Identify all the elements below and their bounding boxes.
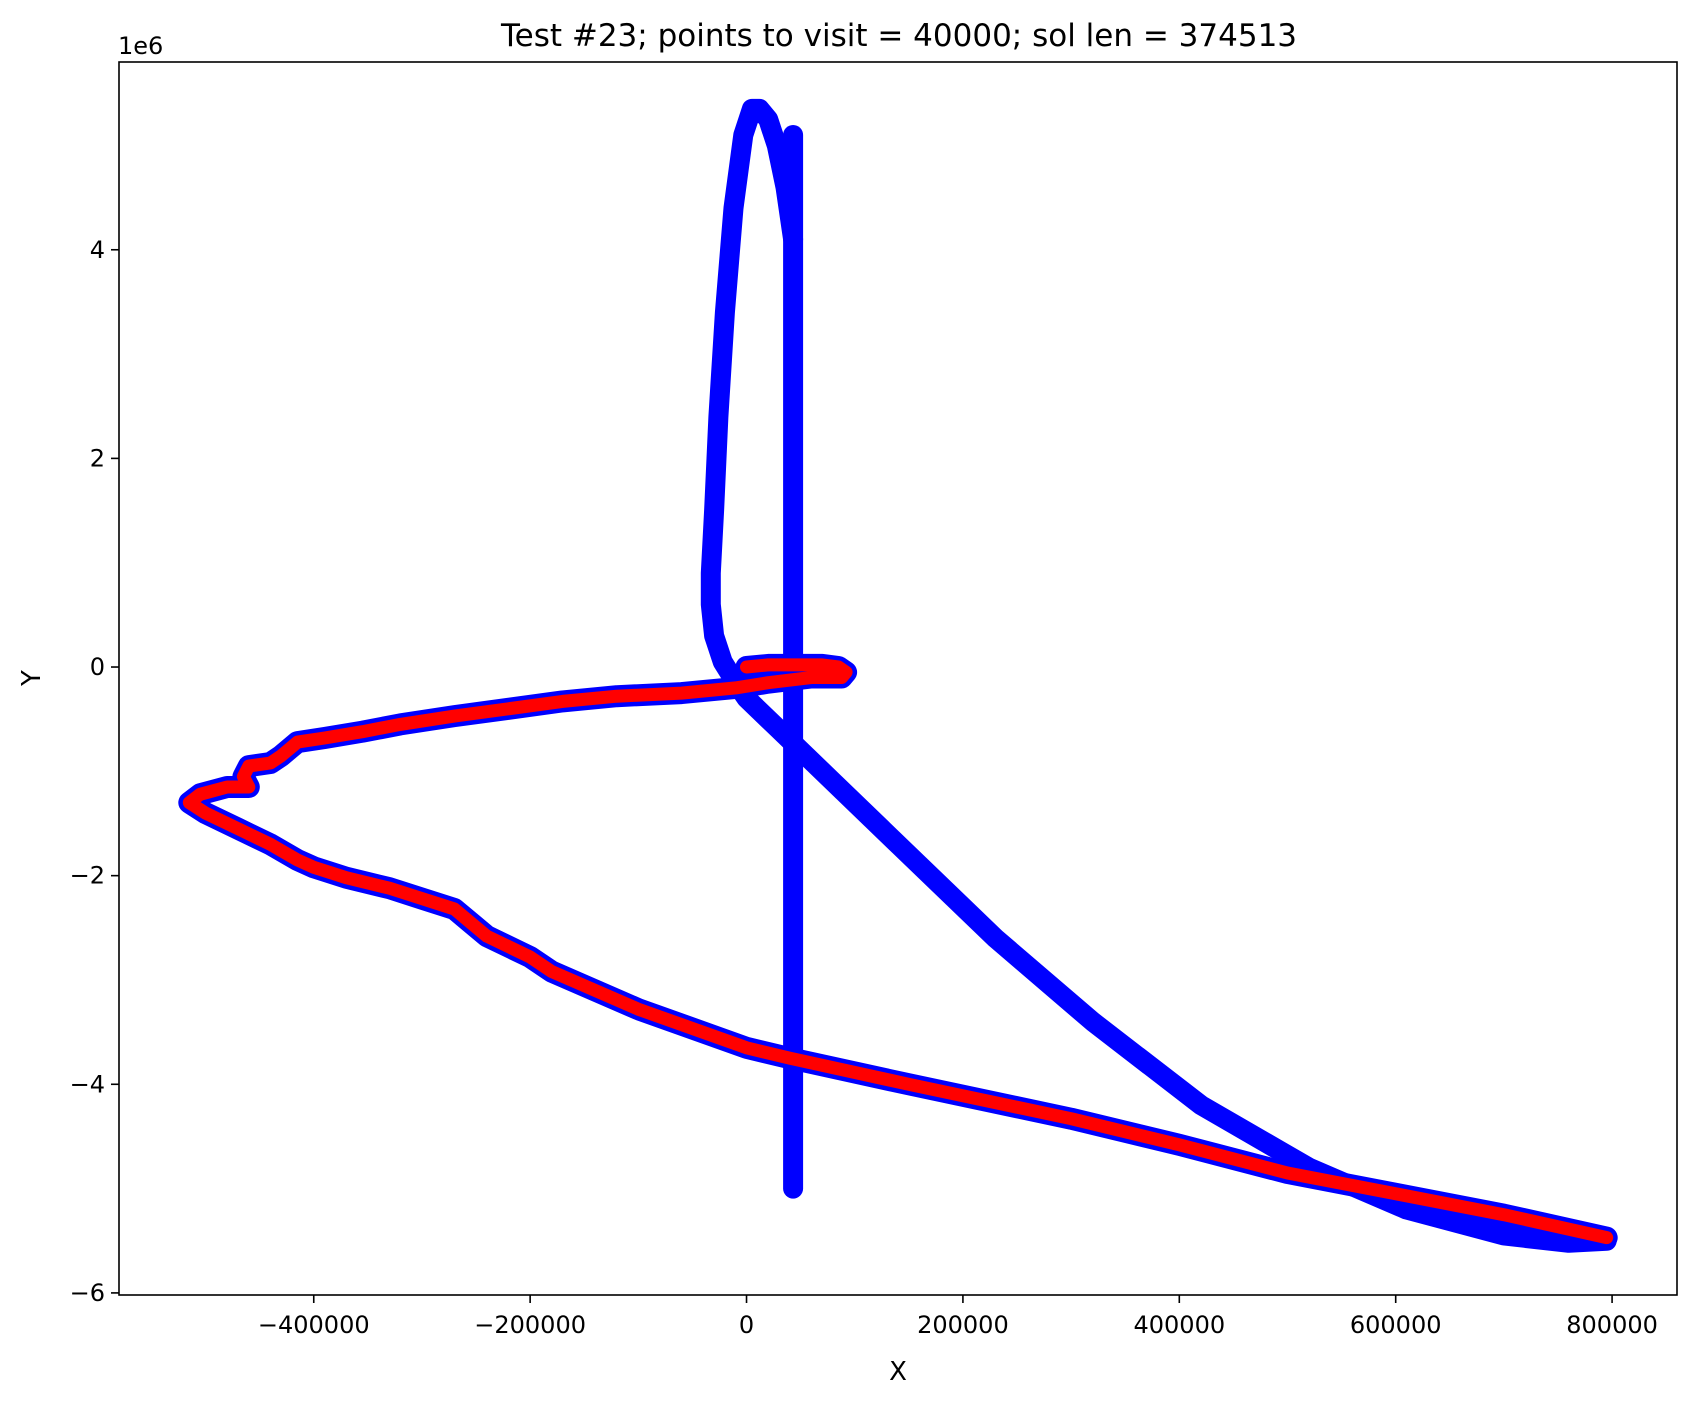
- y-axis-ticks: −6 −4 −2 0 2 4: [70, 236, 119, 1307]
- y-axis-label: Y: [17, 670, 47, 687]
- x-tick-label: 600000: [1350, 1311, 1442, 1339]
- solution-path-2: [182, 658, 1614, 1245]
- y-tick-label: 0: [90, 653, 105, 681]
- plot-frame: [118, 61, 1678, 1296]
- x-tick-label: 0: [739, 1311, 754, 1339]
- plot-area: [178, 98, 1618, 1253]
- y-tick-label: −2: [70, 862, 105, 890]
- x-axis-label: X: [889, 1357, 907, 1387]
- points-series-1: [700, 98, 1617, 1253]
- x-tick-label: −400000: [258, 1311, 370, 1339]
- y-tick-label: −4: [70, 1070, 105, 1098]
- x-tick-label: 800000: [1566, 1311, 1658, 1339]
- y-tick-label: 2: [90, 444, 105, 472]
- x-tick-label: 200000: [917, 1311, 1009, 1339]
- x-tick-label: −200000: [474, 1311, 586, 1339]
- y-tick-label: −6: [70, 1279, 105, 1307]
- x-tick-label: 400000: [1133, 1311, 1225, 1339]
- solution-outline-2: [178, 653, 1618, 1249]
- chart-title: Test #23; points to visit = 40000; sol l…: [500, 18, 1297, 54]
- y-tick-label: 4: [90, 236, 105, 264]
- x-axis-ticks: −400000 −200000 0 200000 400000 600000 800000: [258, 1295, 1658, 1339]
- y-axis-offset-label: 1e6: [118, 32, 163, 60]
